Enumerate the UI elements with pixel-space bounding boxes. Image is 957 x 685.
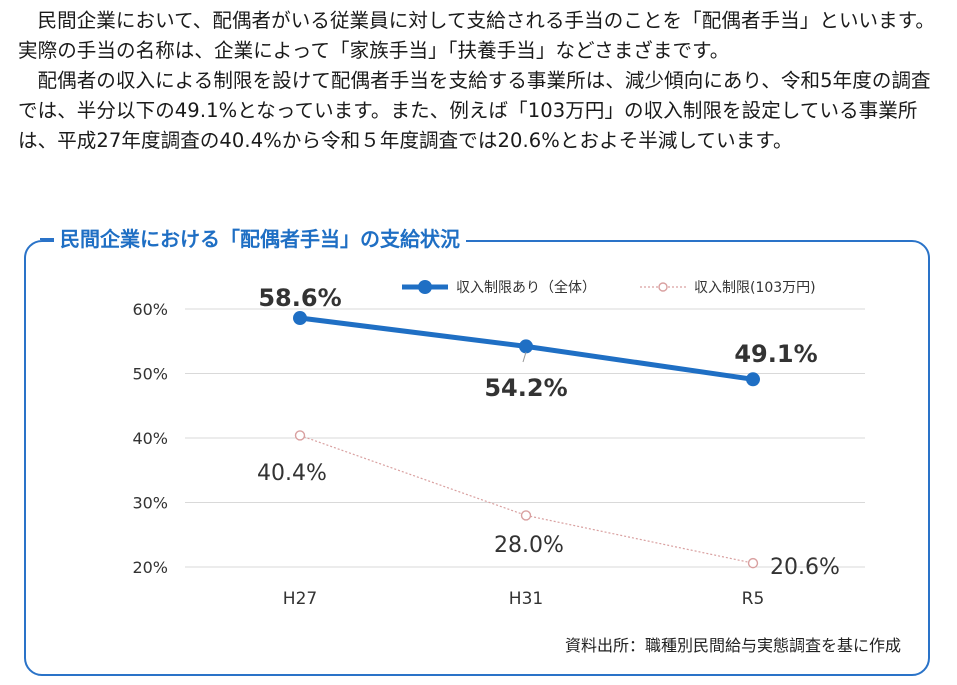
x-tick-label: R5 (742, 589, 765, 609)
series-layer (293, 311, 760, 569)
intro-text: 民間企業において、配偶者がいる従業員に対して支給される手当のことを「配偶者手当」… (18, 6, 946, 156)
y-tick-label: 50% (132, 365, 168, 384)
series-point-103man (520, 510, 532, 521)
data-label-103man: 28.0% (494, 533, 564, 558)
y-tick-label: 40% (132, 429, 168, 448)
chart-panel (24, 240, 930, 676)
data-label-overall: 58.6% (258, 284, 341, 312)
data-label-103man: 20.6% (770, 555, 840, 580)
data-labels: 58.6% 54.2% 49.1% 40.4% 28.0% 20.6% (257, 284, 840, 580)
y-tick-label: 60% (132, 300, 168, 319)
x-tick-label: H27 (283, 589, 317, 609)
legend-marker-overall (418, 280, 432, 294)
legend-marker-103man (658, 282, 668, 292)
data-label-leader (522, 351, 527, 363)
legend-label-103man: 収入制限(103万円) (694, 280, 816, 296)
series-point-103man (294, 430, 306, 441)
source-note: 資料出所：職種別民間給与実態調査を基に作成 (564, 636, 901, 655)
x-tick-labels: H27 H31 R5 (283, 589, 765, 609)
legend-label-overall: 収入制限あり（全体） (456, 279, 596, 296)
y-tick-label: 20% (132, 558, 168, 577)
y-tick-label: 30% (132, 494, 168, 513)
intro-paragraph-1: 民間企業において、配偶者がいる従業員に対して支給される手当のことを「配偶者手当」… (18, 9, 936, 62)
series-point-overall (293, 311, 307, 326)
data-label-overall: 54.2% (484, 374, 567, 402)
series-point-overall (519, 339, 533, 354)
data-label-overall: 49.1% (734, 340, 817, 368)
series-point-103man (747, 557, 759, 569)
series-point-overall (746, 372, 760, 387)
panel-title-dash (40, 238, 54, 240)
x-tick-label: H31 (509, 589, 543, 609)
data-label-103man: 40.4% (257, 461, 327, 486)
y-tick-labels: 20% 30% 40% 50% 60% (132, 300, 168, 577)
legend: 収入制限あり（全体） 収入制限(103万円) (402, 279, 816, 296)
panel-title: 民間企業における「配偶者手当」の支給状況 (54, 224, 466, 254)
intro-paragraph-2: 配偶者の収入による制限を設けて配偶者手当を支給する事業所は、減少傾向にあり、令和… (18, 69, 931, 152)
